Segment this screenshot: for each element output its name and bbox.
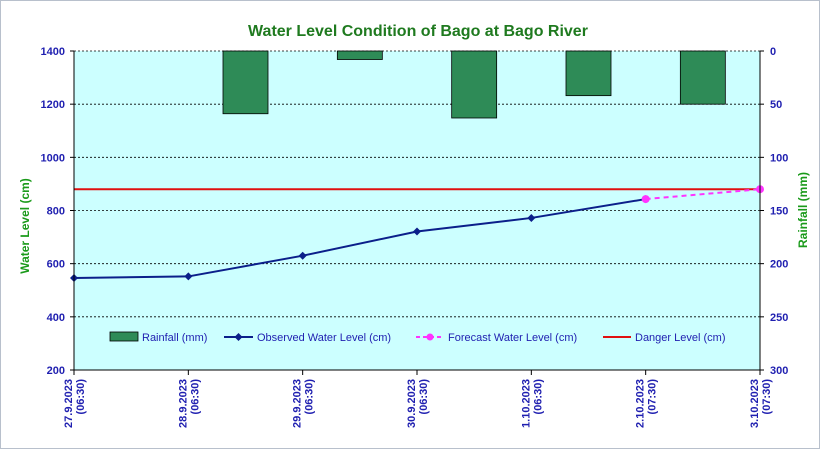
chart-title: Water Level Condition of Bago at Bago Ri… <box>248 23 588 40</box>
legend: Rainfall (mm) Observed Water Level (cm) … <box>109 331 725 344</box>
y-tick-label: 200 <box>47 365 65 377</box>
x-tick-label: (06:30) <box>532 379 544 415</box>
y-tick-label: 1000 <box>41 152 65 164</box>
legend-label-forecast: Forecast Water Level (cm) <box>448 332 577 344</box>
rainfall-bar <box>336 50 383 60</box>
legend-label-observed: Observed Water Level (cm) <box>257 332 391 344</box>
y-tick-label: 600 <box>47 259 65 271</box>
y2-tick-label: 0 <box>770 46 776 58</box>
forecast-point <box>641 195 650 204</box>
y-tick-label: 800 <box>47 206 65 218</box>
x-tick-label: 1.10.2023 <box>520 379 532 428</box>
x-tick-label: (07:30) <box>647 379 659 415</box>
right-axis-ticks: 0 50 100 150 200 250 300 <box>760 46 788 377</box>
x-tick-label: (06:30) <box>304 379 316 415</box>
x-tick-label: 27.9.2023 <box>63 379 75 428</box>
y-tick-label: 400 <box>47 312 65 324</box>
legend-swatch-rainfall <box>109 331 139 342</box>
observed-point <box>298 251 307 260</box>
y-axis-title: Water Level (cm) <box>18 178 32 274</box>
x-tick-label: (06:30) <box>75 379 87 415</box>
x-tick-label: 2.10.2023 <box>635 379 647 428</box>
rainfall-bar <box>451 50 498 119</box>
x-tick-label: 29.9.2023 <box>292 379 304 428</box>
forecast-water-level-line <box>645 188 761 201</box>
observed-point <box>184 272 193 281</box>
y2-tick-label: 300 <box>770 365 788 377</box>
x-tick-label: (06:30) <box>189 379 201 415</box>
y2-tick-label: 100 <box>770 152 788 164</box>
y2-axis-title: Rainfall (mm) <box>796 172 810 248</box>
observed-point <box>413 227 421 236</box>
y2-tick-label: 150 <box>770 206 788 218</box>
y2-tick-label: 50 <box>770 99 782 111</box>
legend-marker-forecast <box>426 333 434 341</box>
series-lines <box>70 185 764 283</box>
x-tick-label: 28.9.2023 <box>177 379 189 428</box>
rainfall-bars <box>222 50 726 119</box>
x-tick-label: (07:30) <box>761 379 773 415</box>
legend-label-rainfall: Rainfall (mm) <box>142 332 207 344</box>
observed-point <box>527 213 536 222</box>
plot-area <box>74 51 760 370</box>
legend-label-danger: Danger Level (cm) <box>635 332 725 344</box>
y2-tick-label: 250 <box>770 312 788 324</box>
rainfall-bar <box>679 50 726 105</box>
rainfall-bar <box>565 50 612 97</box>
left-axis-ticks: 200 400 600 800 1000 1200 1400 <box>41 46 74 377</box>
x-tick-label: (06:30) <box>418 379 430 415</box>
observed-water-level-line <box>73 198 646 280</box>
y2-tick-label: 200 <box>770 259 788 271</box>
x-tick-label: 30.9.2023 <box>406 379 418 428</box>
x-tick-label: 3.10.2023 <box>749 379 761 428</box>
x-axis-ticks: 27.9.2023 (06:30) 28.9.2023 (06:30) 29.9.202… <box>63 370 773 428</box>
y-tick-label: 1400 <box>41 46 65 58</box>
legend-marker-observed <box>234 333 243 341</box>
y-tick-label: 1200 <box>41 99 65 111</box>
rainfall-bar <box>222 50 269 115</box>
